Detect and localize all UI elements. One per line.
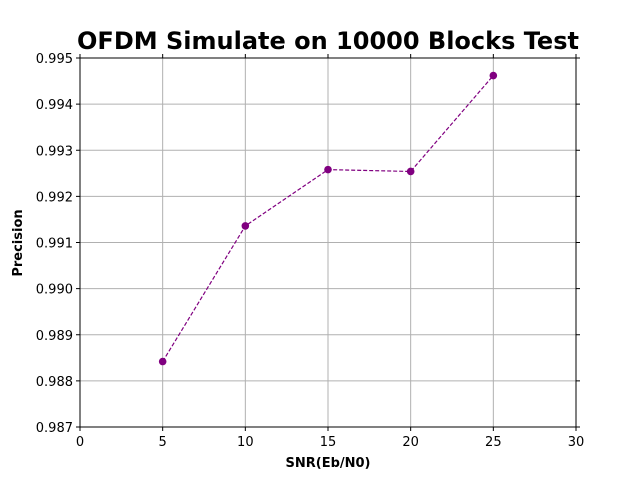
x-tick-label: 15 <box>320 435 337 450</box>
x-tick-label: 10 <box>237 435 254 450</box>
y-tick-label: 0.990 <box>36 283 73 298</box>
data-point <box>241 222 250 230</box>
axis-ticks: 0 5 10 15 20 25 30 0.987 0.988 0.989 0.990 0.991 0.9… <box>36 52 584 450</box>
x-tick-label: 25 <box>485 435 502 450</box>
data-point <box>406 167 415 176</box>
x-tick-label: 20 <box>402 435 419 450</box>
data-point <box>158 357 167 366</box>
data-point <box>489 71 498 80</box>
y-tick-label: 0.995 <box>36 52 73 67</box>
x-tick-label: 30 <box>568 435 585 450</box>
y-tick-label: 0.993 <box>36 144 73 159</box>
y-tick-label: 0.989 <box>36 329 73 344</box>
x-tick-label: 5 <box>159 435 167 450</box>
x-axis-label: SNR(Eb/N0) <box>286 456 371 471</box>
y-axis-label: Precision <box>11 209 26 276</box>
y-tick-label: 0.991 <box>36 237 73 252</box>
y-tick-label: 0.987 <box>36 421 73 436</box>
y-tick-label: 0.988 <box>36 375 73 390</box>
y-tick-label: 0.994 <box>36 98 73 113</box>
y-tick-label: 0.992 <box>36 190 73 205</box>
data-point <box>324 165 332 174</box>
chart-title: OFDM Simulate on 10000 Blocks Test <box>77 27 579 55</box>
grid <box>79 57 577 428</box>
x-tick-label: 0 <box>76 435 84 450</box>
plot-series <box>158 71 498 366</box>
